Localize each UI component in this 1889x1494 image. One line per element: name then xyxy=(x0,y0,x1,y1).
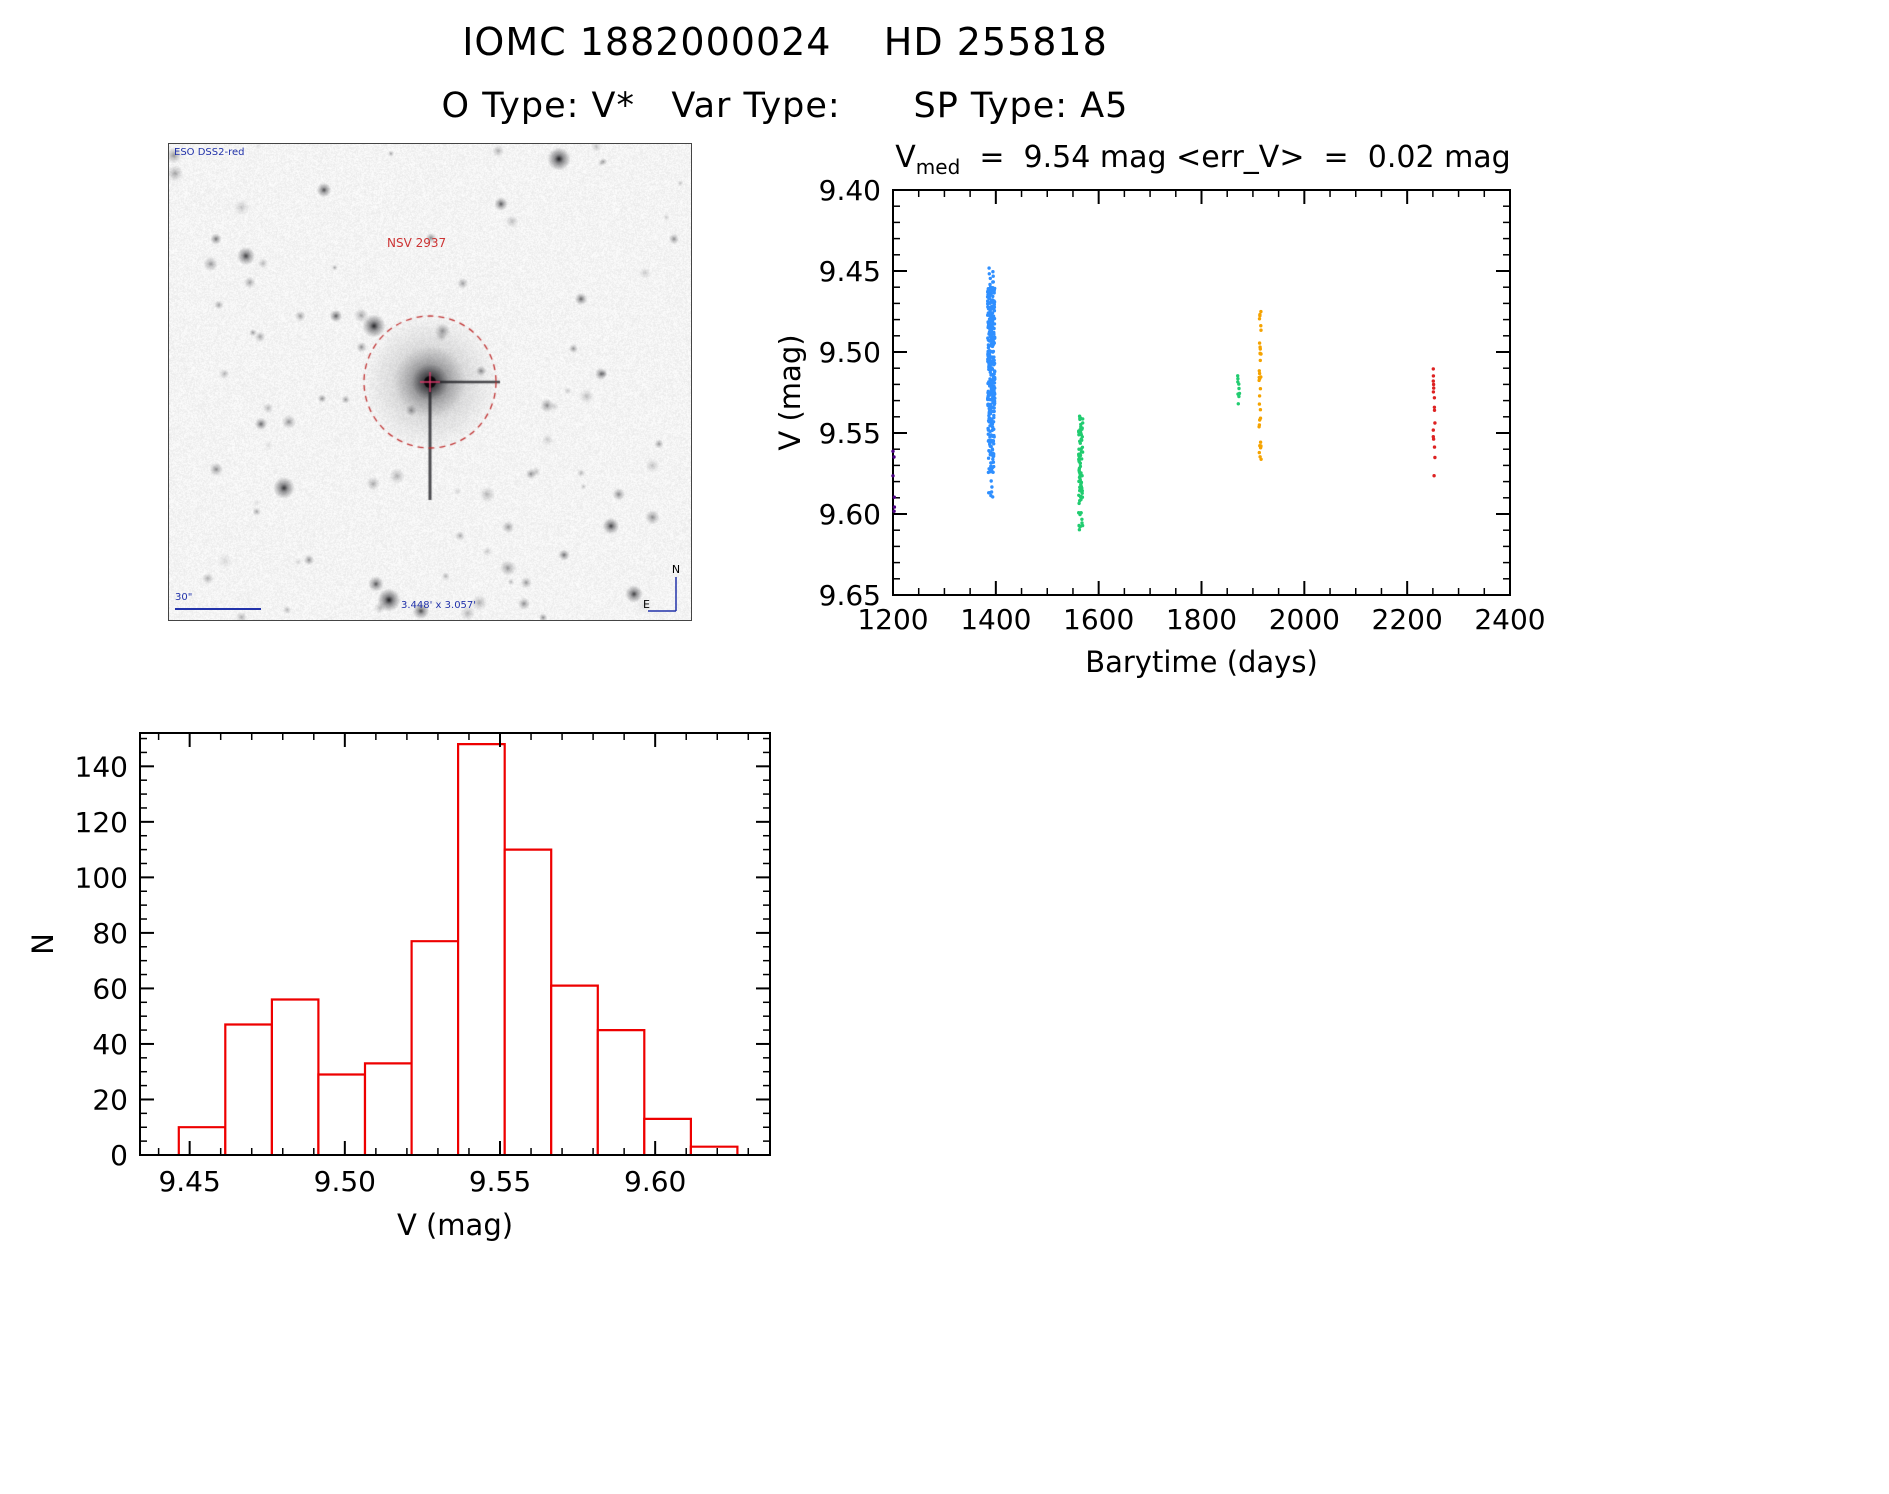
hist-xtick-label: 9.50 xyxy=(314,1165,376,1198)
histogram-bar xyxy=(503,848,553,1155)
histogram-bar xyxy=(410,940,460,1155)
lc-ytick-label: 9.55 xyxy=(819,417,881,450)
histogram-bar xyxy=(457,743,506,1155)
points-epoch-2250-red xyxy=(1431,367,1437,478)
histogram-bar xyxy=(643,1117,692,1155)
hist-ytick-label: 0 xyxy=(110,1139,128,1172)
hist-axis-box xyxy=(139,732,771,1156)
lc-axis-box xyxy=(892,189,1511,596)
lc-xtick-label: 1400 xyxy=(960,603,1031,636)
scale-label: 30" xyxy=(175,592,193,603)
finder-chart: ESO DSS2-red NSV 2937 30" 3.448' x 3.057… xyxy=(168,143,692,621)
histogram-bar xyxy=(689,1145,739,1155)
histogram-bar xyxy=(363,1062,413,1155)
points-epoch-1390-blue-outliers xyxy=(987,479,995,499)
lc-ytick-label: 9.45 xyxy=(819,255,881,288)
scale-bar xyxy=(175,608,261,610)
histogram-panel: 9.45 9.50 9.55 9.60 0 20 40 60 80 100 120 140 V (mag… xyxy=(25,718,825,1288)
hist-xtick-label: 9.60 xyxy=(624,1165,686,1198)
lc-ytick-label: 9.40 xyxy=(819,174,881,207)
star-name-label: NSV 2937 xyxy=(387,236,447,250)
lc-ytick-label: 9.60 xyxy=(819,498,881,531)
lc-xtick-label: 2200 xyxy=(1372,603,1443,636)
points-epoch-1200-purple xyxy=(891,449,897,513)
points-epoch-1870-green xyxy=(1236,374,1242,406)
lc-title-prefix: V xyxy=(895,140,916,175)
hist-ytick-label: 100 xyxy=(75,861,128,894)
points-epoch-1565-green xyxy=(1077,414,1085,490)
hist-ytick-label: 120 xyxy=(75,806,128,839)
hist-xtick-label: 9.45 xyxy=(158,1165,220,1198)
hist-xtick-label: 9.55 xyxy=(469,1165,531,1198)
lightcurve-chart: 1200 1400 1600 1800 2000 2200 2400 9.40 9.45 9.50… xyxy=(778,174,1546,679)
field-size-label: 3.448' x 3.057' xyxy=(401,600,477,611)
histogram-bar xyxy=(270,998,320,1155)
hist-ytick-label: 40 xyxy=(92,1028,128,1061)
histogram-bar xyxy=(177,1126,227,1155)
compass-icon: N E xyxy=(643,563,680,612)
lightcurve-panel: Vmed = 9.54 mag <err_V> = 0.02 mag 1200 1… xyxy=(778,140,1550,715)
page-subtitle: O Type: V* Var Type: SP Type: A5 xyxy=(441,86,1129,126)
lc-title-subscript: med xyxy=(915,155,961,179)
hist-ytick-label: 20 xyxy=(92,1083,128,1116)
hist-ytick-label: 140 xyxy=(75,750,128,783)
histogram-bar xyxy=(317,1073,367,1155)
lc-title-rest: = 9.54 mag <err_V> = 0.02 mag xyxy=(960,140,1511,175)
lc-xtick-label: 1600 xyxy=(1063,603,1134,636)
histogram-bar xyxy=(596,1029,646,1155)
points-epoch-1390-blue-low xyxy=(986,409,996,475)
histogram-bar xyxy=(224,1023,273,1155)
points-epoch-1915-orange-top xyxy=(1257,309,1263,351)
hist-ytick-label: 60 xyxy=(92,972,128,1005)
compass-north-label: N xyxy=(672,563,680,576)
hist-ytick-label: 80 xyxy=(92,917,128,950)
lc-xtick-label: 2400 xyxy=(1474,603,1545,636)
lc-xtick-label: 2000 xyxy=(1269,603,1340,636)
lc-ytick-label: 9.65 xyxy=(819,579,881,612)
lc-xtick-label: 1200 xyxy=(857,603,928,636)
lc-ylabel: V (mag) xyxy=(778,334,807,450)
lightcurve-title: Vmed = 9.54 mag <err_V> = 0.02 mag xyxy=(853,140,1553,179)
points-epoch-1565-green-low xyxy=(1077,488,1085,532)
compass-east-label: E xyxy=(643,598,650,611)
hist-xlabel: V (mag) xyxy=(397,1208,513,1242)
histogram-bars xyxy=(177,743,739,1155)
lc-ytick-label: 9.50 xyxy=(819,336,881,369)
lc-xlabel: Barytime (days) xyxy=(1085,645,1318,679)
survey-label: ESO DSS2-red xyxy=(174,147,245,158)
lc-xtick-label: 1800 xyxy=(1166,603,1237,636)
points-epoch-1915-orange xyxy=(1257,351,1263,461)
points-epoch-1390-blue-main xyxy=(985,286,997,411)
page-title: IOMC 1882000024 HD 255818 xyxy=(462,20,1108,64)
hist-ylabel: N xyxy=(26,933,60,955)
histogram-chart: 9.45 9.50 9.55 9.60 0 20 40 60 80 100 120 140 V (mag… xyxy=(26,732,771,1242)
finder-image xyxy=(169,144,691,620)
histogram-bar xyxy=(550,984,599,1155)
